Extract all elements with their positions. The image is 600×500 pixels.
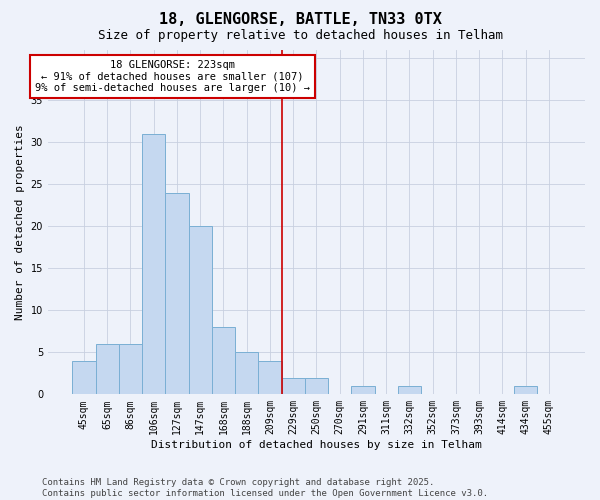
Bar xyxy=(352,386,374,394)
Bar xyxy=(281,378,305,394)
Bar xyxy=(73,360,95,394)
Y-axis label: Number of detached properties: Number of detached properties xyxy=(15,124,25,320)
Bar xyxy=(514,386,538,394)
Text: 18 GLENGORSE: 223sqm
← 91% of detached houses are smaller (107)
9% of semi-detac: 18 GLENGORSE: 223sqm ← 91% of detached h… xyxy=(35,60,310,94)
Bar xyxy=(398,386,421,394)
Bar xyxy=(212,327,235,394)
Bar xyxy=(235,352,259,395)
Text: Size of property relative to detached houses in Telham: Size of property relative to detached ho… xyxy=(97,29,503,42)
Bar xyxy=(166,193,188,394)
Bar xyxy=(305,378,328,394)
Text: Contains HM Land Registry data © Crown copyright and database right 2025.
Contai: Contains HM Land Registry data © Crown c… xyxy=(42,478,488,498)
Bar xyxy=(119,344,142,395)
Text: 18, GLENGORSE, BATTLE, TN33 0TX: 18, GLENGORSE, BATTLE, TN33 0TX xyxy=(158,12,442,28)
X-axis label: Distribution of detached houses by size in Telham: Distribution of detached houses by size … xyxy=(151,440,482,450)
Bar xyxy=(259,360,281,394)
Bar xyxy=(142,134,166,394)
Bar xyxy=(188,226,212,394)
Bar xyxy=(95,344,119,395)
